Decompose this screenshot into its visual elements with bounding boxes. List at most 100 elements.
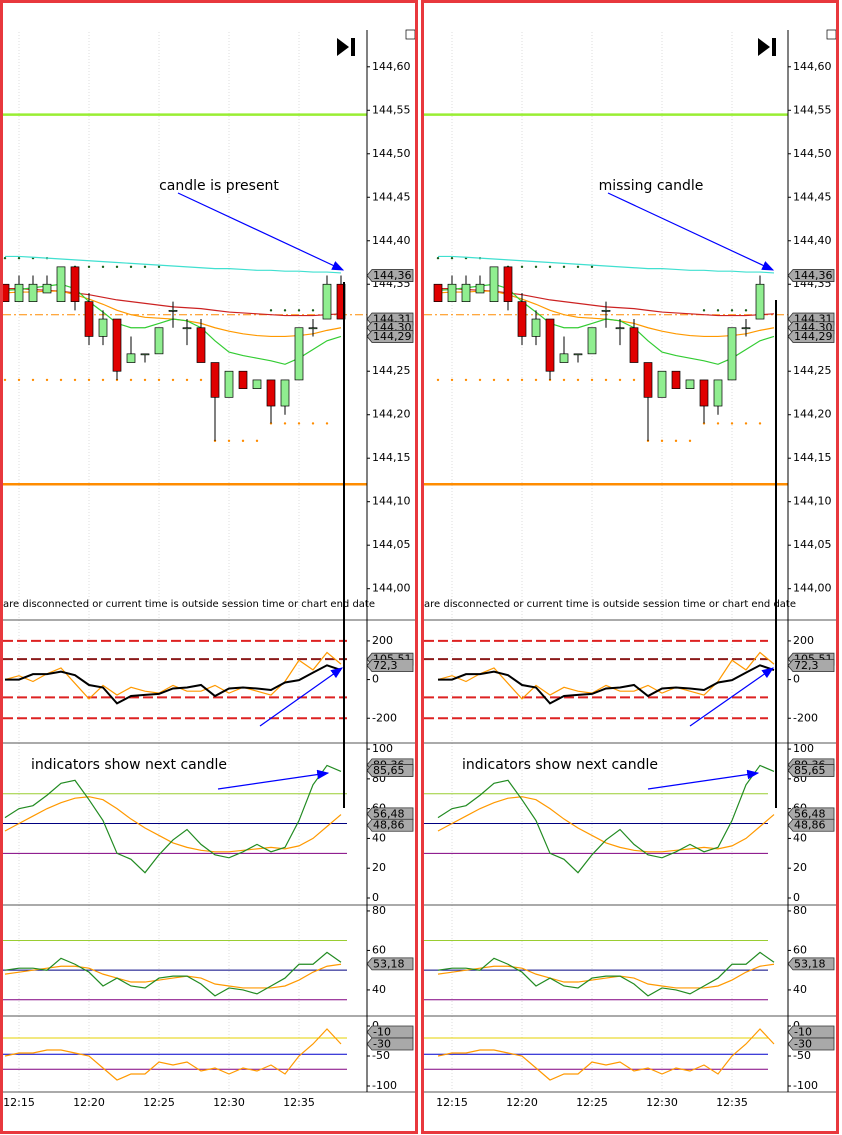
level-dot xyxy=(450,378,454,382)
candle-body xyxy=(28,283,38,302)
y-tick-label: 144,15 xyxy=(372,451,411,464)
candle-body xyxy=(559,353,569,363)
level-dot xyxy=(632,378,636,382)
level-dot xyxy=(576,378,580,382)
annotation: indicators show next candle xyxy=(462,757,658,773)
annotation-arrow xyxy=(647,769,760,790)
annotation-arrow xyxy=(259,667,343,727)
candle-body xyxy=(657,370,667,398)
status-message: are disconnected or current time is outs… xyxy=(3,599,375,610)
y-tick-label: 200 xyxy=(793,634,814,647)
price-tag xyxy=(366,659,414,673)
level-dot xyxy=(311,309,315,312)
candle-body xyxy=(601,309,611,312)
level-dot xyxy=(688,439,692,443)
y-tick-label: 0 xyxy=(372,673,379,686)
indicator-line xyxy=(437,764,775,874)
annotation-arrow xyxy=(689,667,774,727)
x-tick-label: 12:15 xyxy=(436,1096,468,1109)
y-tick-label: 200 xyxy=(372,634,393,647)
level-dot xyxy=(31,378,35,382)
y-tick-label: -200 xyxy=(372,711,397,724)
level-dot xyxy=(297,309,301,312)
y-tick-label: 144,10 xyxy=(793,495,832,508)
level-dot xyxy=(562,265,566,269)
candle-body xyxy=(308,327,318,330)
x-tick-label: 12:15 xyxy=(3,1096,35,1109)
indicator-line xyxy=(437,796,775,853)
candle-body xyxy=(210,362,220,398)
status-message: are disconnected or current time is outs… xyxy=(424,599,796,610)
candle-body xyxy=(42,283,52,294)
y-tick-label: 144,05 xyxy=(372,538,411,551)
level-dot xyxy=(618,378,622,382)
candle-body xyxy=(322,283,332,320)
level-dot xyxy=(436,256,440,260)
y-tick-label: 144,50 xyxy=(372,147,411,160)
level-dot xyxy=(101,265,105,269)
level-dot xyxy=(730,309,734,312)
indicator-line xyxy=(4,764,342,874)
y-tick-label: 20 xyxy=(793,861,807,874)
y-tick-label: 144,45 xyxy=(372,190,411,203)
y-tick-label: 144,25 xyxy=(372,364,411,377)
y-tick-label: 144,60 xyxy=(793,60,832,73)
annotation: indicators show next candle xyxy=(31,757,227,773)
price-tag-label: 48,86 xyxy=(794,819,826,832)
level-dot xyxy=(716,422,720,425)
level-dot xyxy=(576,265,580,269)
price-tag xyxy=(787,330,835,343)
level-dot xyxy=(227,439,231,443)
level-dot xyxy=(59,378,63,382)
y-tick-label: 80 xyxy=(793,904,807,917)
candle-body xyxy=(14,283,24,302)
candle-body xyxy=(517,301,527,337)
level-dot xyxy=(3,256,7,260)
candle-body xyxy=(461,283,471,302)
price-tag-label: 144,29 xyxy=(373,330,412,343)
scroll-end-button[interactable] xyxy=(758,38,776,56)
level-dot xyxy=(590,265,594,269)
level-dot xyxy=(283,309,287,312)
level-dot xyxy=(758,422,762,425)
y-tick-label: 40 xyxy=(793,831,807,844)
candle-body xyxy=(182,327,192,330)
scroll-end-button[interactable] xyxy=(337,38,355,56)
level-dot xyxy=(171,378,175,382)
candle-body xyxy=(545,318,555,372)
level-dot xyxy=(744,422,748,425)
indicator-line xyxy=(4,1028,342,1081)
candle-body xyxy=(503,266,513,302)
candle-body xyxy=(727,327,737,381)
x-tick-label: 12:25 xyxy=(576,1096,608,1109)
candle-body xyxy=(126,353,136,363)
indicator-line xyxy=(438,664,775,705)
candle-body xyxy=(294,327,304,381)
candle-body xyxy=(168,309,178,312)
level-dot xyxy=(241,439,245,443)
level-dot xyxy=(436,378,440,382)
price-tag xyxy=(366,330,414,343)
y-tick-label: -50 xyxy=(372,1049,390,1062)
y-tick-label: -200 xyxy=(793,711,818,724)
indicator-line xyxy=(5,664,342,705)
level-dot xyxy=(129,378,133,382)
candle-body xyxy=(112,318,122,372)
plot-area xyxy=(424,32,788,1092)
y-tick-label: -100 xyxy=(793,1079,818,1092)
price-tag xyxy=(366,764,414,777)
price-tag-label: -30 xyxy=(373,1038,391,1051)
price-tag-label: 85,65 xyxy=(794,764,826,777)
level-dot xyxy=(506,378,510,382)
price-tag-label: 53,18 xyxy=(794,957,826,970)
annotation: candle is present xyxy=(159,178,279,194)
level-dot xyxy=(45,378,49,382)
candle-body xyxy=(196,327,206,363)
price-tag-label: 72,3 xyxy=(373,659,398,672)
level-dot xyxy=(157,378,161,382)
plot-area xyxy=(3,32,367,1092)
price-tag xyxy=(787,807,835,821)
price-tag-label: 144,29 xyxy=(794,330,833,343)
x-tick-label: 12:35 xyxy=(716,1096,748,1109)
candle-body xyxy=(3,283,10,302)
